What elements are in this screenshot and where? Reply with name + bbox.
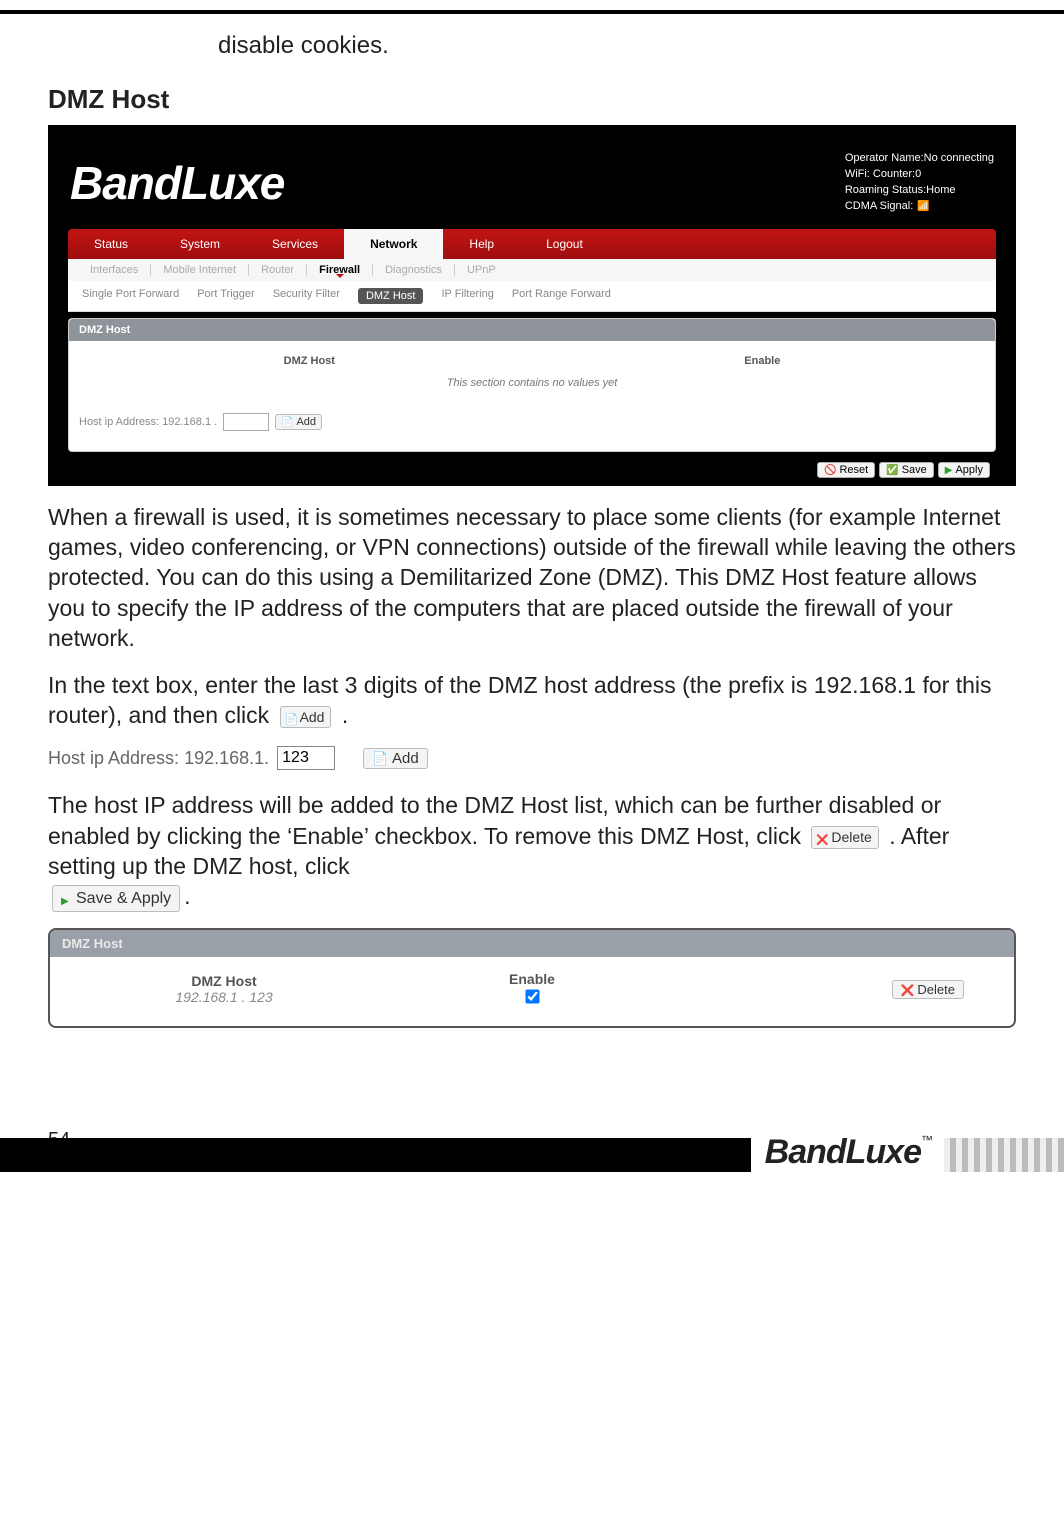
para-2: In the text box, enter the last 3 digits…	[48, 670, 1016, 731]
host-ip-input[interactable]	[223, 413, 269, 431]
list-host-value: 192.168.1 . 123	[70, 989, 378, 1005]
nav-tab-help[interactable]: Help	[443, 229, 520, 259]
sub1-upnp[interactable]: UPnP	[455, 264, 508, 276]
para2-text-b: .	[342, 702, 348, 728]
list-col-enable: Enable	[378, 971, 686, 987]
inline-add-label: Add	[300, 709, 325, 725]
empty-message: This section contains no values yet	[79, 373, 985, 397]
para-1: When a firewall is used, it is sometimes…	[48, 502, 1016, 654]
footer-black-bar	[0, 1138, 751, 1172]
nav-tab-system[interactable]: System	[154, 229, 246, 259]
sub2-ip-filtering[interactable]: IP Filtering	[441, 288, 493, 304]
status-operator: Operator Name:No connecting	[845, 151, 994, 167]
dmz-host-list-panel: DMZ Host DMZ Host 192.168.1 . 123 Enable…	[48, 928, 1016, 1028]
intro-line: disable cookies.	[218, 32, 1016, 60]
status-roaming: Roaming Status:Home	[845, 183, 994, 199]
list-delete-button[interactable]: Delete	[892, 980, 964, 999]
inline-save-apply-label: Save & Apply	[76, 890, 171, 907]
add-icon	[285, 709, 297, 721]
status-wifi: WiFi: Counter:0	[845, 167, 994, 183]
save-button[interactable]: Save	[879, 462, 934, 478]
sub1-mobile-internet[interactable]: Mobile Internet	[151, 264, 249, 276]
status-block: Operator Name:No connecting WiFi: Counte…	[845, 151, 994, 215]
sub1-firewall[interactable]: Firewall	[307, 264, 373, 276]
inline-delete-button[interactable]: Delete	[811, 826, 878, 848]
dmz-panel: DMZ Host DMZ Host Enable This section co…	[68, 318, 996, 452]
page-footer: 54 BandLuxe™	[0, 1128, 1064, 1172]
enable-checkbox[interactable]	[525, 989, 539, 1003]
nav-tab-services[interactable]: Services	[246, 229, 344, 259]
col-enable: Enable	[744, 355, 780, 367]
delete-icon	[816, 829, 828, 841]
para-3: The host IP address will be added to the…	[48, 790, 1016, 912]
main-nav: Status System Services Network Help Logo…	[68, 229, 996, 259]
inline-add-button[interactable]: Add	[280, 706, 332, 728]
dmz-panel-title: DMZ Host	[69, 319, 995, 341]
inline-delete-label: Delete	[831, 829, 871, 845]
apply-button[interactable]: Apply	[938, 462, 990, 478]
sub1-diagnostics[interactable]: Diagnostics	[373, 264, 455, 276]
sub1-router[interactable]: Router	[249, 264, 307, 276]
host-ip-label: Host ip Address: 192.168.1 .	[79, 416, 217, 428]
sub2-dmz-host[interactable]: DMZ Host	[358, 288, 424, 304]
nav-tab-logout[interactable]: Logout	[520, 229, 609, 259]
footer-stripes	[944, 1138, 1064, 1172]
para3-text-a: The host IP address will be added to the…	[48, 792, 941, 848]
para2-text-a: In the text box, enter the last 3 digits…	[48, 672, 992, 728]
sub-nav-2: Single Port Forward Port Trigger Securit…	[68, 281, 996, 312]
sub1-interfaces[interactable]: Interfaces	[78, 264, 151, 276]
brand-logo: BandLuxe	[70, 156, 284, 210]
dmz-host-list-title: DMZ Host	[50, 930, 1014, 957]
reset-button[interactable]: Reset	[817, 462, 875, 478]
add-button[interactable]: Add	[275, 414, 322, 430]
sub2-security-filter[interactable]: Security Filter	[273, 288, 340, 304]
footer-brand-text: BandLuxe	[765, 1133, 921, 1171]
sub2-port-trigger[interactable]: Port Trigger	[197, 288, 254, 304]
nav-tab-status[interactable]: Status	[68, 229, 154, 259]
host-ip-demo-input[interactable]	[277, 746, 335, 770]
host-ip-demo-add[interactable]: Add	[363, 748, 428, 769]
sub2-single-port-forward[interactable]: Single Port Forward	[82, 288, 179, 304]
section-heading: DMZ Host	[48, 84, 1016, 115]
trademark: ™	[921, 1133, 932, 1147]
status-signal: CDMA Signal:	[845, 199, 994, 215]
router-screenshot: BandLuxe Operator Name:No connecting WiF…	[48, 125, 1016, 486]
period: .	[184, 883, 190, 909]
footer-brand: BandLuxe™	[751, 1133, 944, 1176]
nav-tab-network[interactable]: Network	[344, 229, 443, 259]
col-dmz-host: DMZ Host	[284, 355, 335, 367]
sub2-port-range-forward[interactable]: Port Range Forward	[512, 288, 611, 304]
sub-nav-1: Interfaces Mobile Internet Router Firewa…	[68, 259, 996, 281]
list-col-dmz-host: DMZ Host	[70, 973, 378, 989]
host-ip-demo-label: Host ip Address: 192.168.1.	[48, 748, 269, 769]
save-apply-icon	[61, 889, 73, 901]
inline-save-apply-button[interactable]: Save & Apply	[52, 885, 180, 912]
host-ip-demo: Host ip Address: 192.168.1. Add	[48, 746, 1016, 770]
screenshot-footer-buttons: Reset Save Apply	[68, 458, 996, 482]
